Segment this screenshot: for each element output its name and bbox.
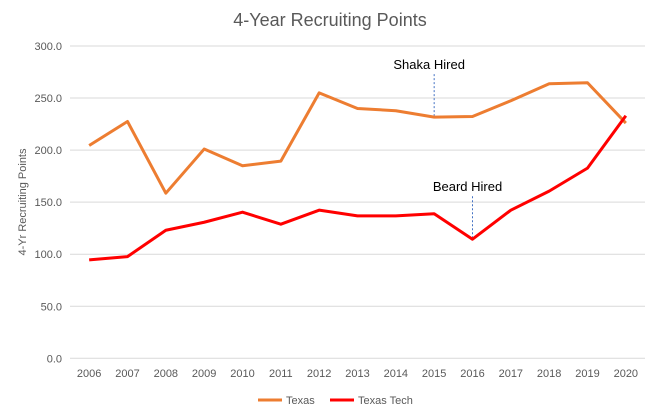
x-tick-label: 2015 (422, 368, 446, 380)
y-tick-label: 150.0 (34, 197, 62, 209)
x-tick-label: 2014 (384, 368, 408, 380)
series-line-texas (88, 81, 627, 195)
x-tick-label: 2010 (230, 368, 254, 380)
x-tick-label: 2012 (307, 368, 331, 380)
legend-label: Texas (286, 395, 315, 407)
y-tick-label: 100.0 (34, 249, 62, 261)
x-tick-label: 2006 (77, 368, 101, 380)
y-tick-label: 50.0 (41, 301, 62, 313)
x-tick-label: 2019 (575, 368, 599, 380)
x-tick-label: 2009 (192, 368, 216, 380)
x-tick-label: 2013 (345, 368, 369, 380)
x-tick-label: 2011 (269, 368, 293, 380)
y-tick-label: 200.0 (34, 145, 62, 157)
x-tick-label: 2020 (614, 368, 638, 380)
x-tick-label: 2018 (537, 368, 561, 380)
x-tick-label: 2008 (154, 368, 178, 380)
y-tick-label: 0.0 (47, 353, 62, 365)
y-tick-label: 300.0 (34, 41, 62, 53)
x-tick-label: 2016 (460, 368, 484, 380)
annotation-label: Shaka Hired (393, 57, 465, 72)
y-tick-label: 250.0 (34, 93, 62, 105)
x-tick-label: 2007 (115, 368, 139, 380)
chart-title: 4-Year Recruiting Points (233, 10, 426, 30)
y-axis-label: 4-Yr Recruiting Points (17, 148, 29, 255)
legend-label: Texas Tech (358, 395, 413, 407)
annotation-label: Beard Hired (433, 179, 502, 194)
x-tick-label: 2017 (499, 368, 523, 380)
